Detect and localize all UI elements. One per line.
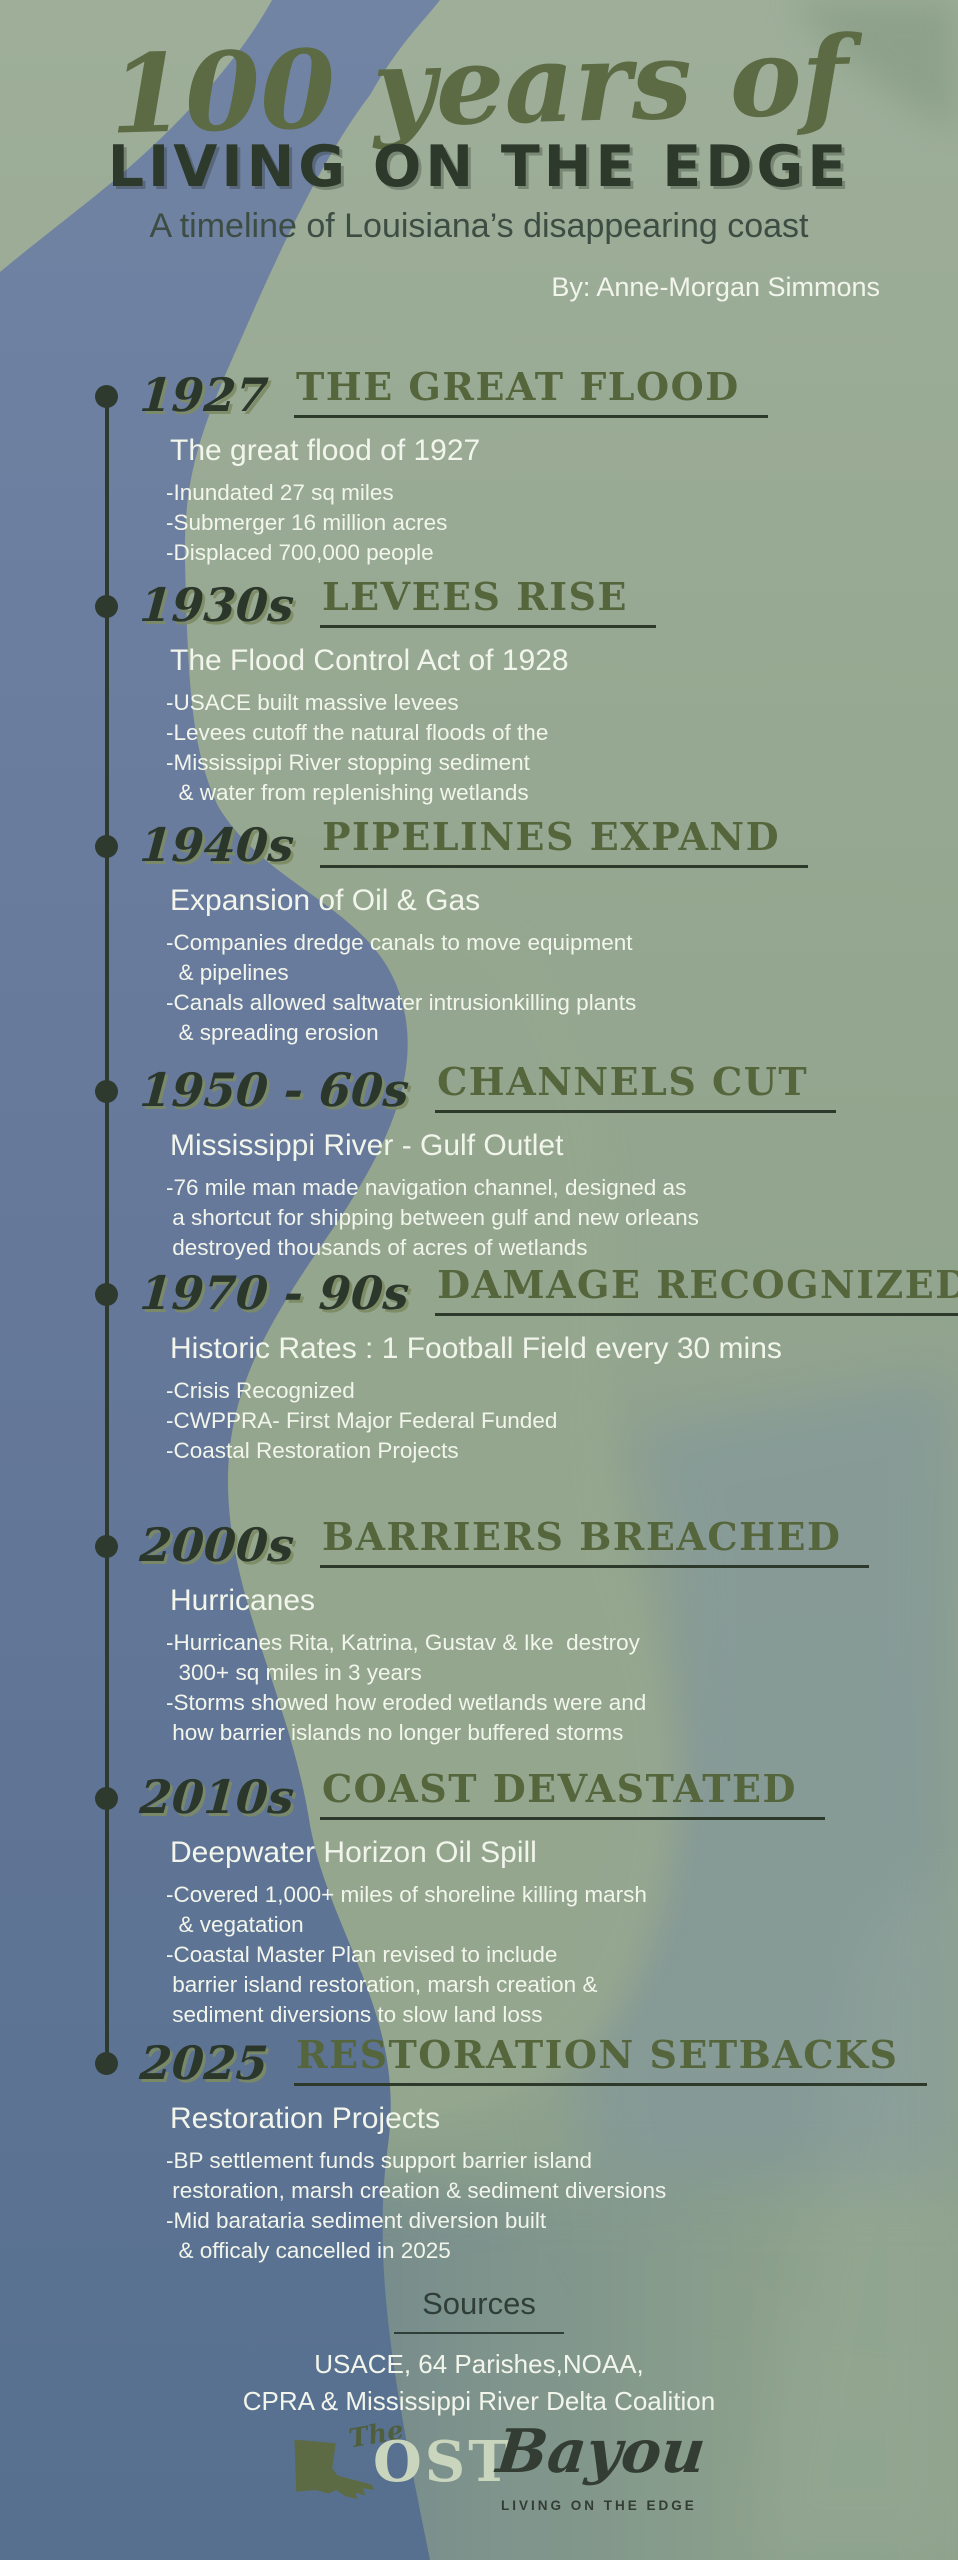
era-heading: 1940s PIPELINES EXPAND (138, 818, 930, 872)
sources-lines: USACE, 64 Parishes,NOAA, CPRA & Mississi… (242, 2349, 716, 2416)
timeline-entry-1970-90s: 1970 - 90s DAMAGE RECOGNIZED Historic Ra… (138, 1266, 958, 1466)
era-title: COAST DEVASTATED (319, 1770, 825, 1820)
timeline-dot-1950-60s (95, 1080, 118, 1103)
era-year: 1950 - 60s (138, 1063, 411, 1117)
entry-bullets: -Companies dredge canals to move equipme… (166, 930, 637, 1045)
era-heading: 1927 THE GREAT FLOOD (138, 368, 930, 422)
timeline-entry-2025: 2025 RESTORATION SETBACKS Restoration Pr… (138, 2036, 930, 2266)
era-heading: 2025 RESTORATION SETBACKS (138, 2036, 930, 2090)
entry-heading: Hurricanes (170, 1584, 316, 1617)
timeline-line (105, 396, 109, 2064)
era-heading: 2000s BARRIERS BREACHED (138, 1518, 930, 1572)
entry-bullets: -76 mile man made navigation channel, de… (166, 1175, 699, 1260)
era-title: BARRIERS BREACHED (319, 1518, 870, 1568)
entry-bullets: -USACE built massive levees -Levees cuto… (166, 690, 549, 805)
entry-heading: Deepwater Horizon Oil Spill (170, 1836, 537, 1869)
bg-light-streak (740, 1860, 958, 2560)
entry-heading: Expansion of Oil & Gas (170, 884, 481, 917)
timeline-dot-1940s (95, 835, 118, 858)
era-title: PIPELINES EXPAND (319, 818, 809, 868)
logo-ost-text: OST (373, 2429, 513, 2495)
timeline-entry-1950-60s: 1950 - 60s CHANNELS CUT Mississippi Rive… (138, 1063, 930, 1263)
entry-bullets: -BP settlement funds support barrier isl… (166, 2148, 667, 2263)
timeline-dot-1927 (95, 385, 118, 408)
era-heading: 1950 - 60s CHANNELS CUT (138, 1063, 930, 1117)
timeline-dot-1970-90s (95, 1283, 118, 1306)
era-title: LEVEES RISE (319, 578, 656, 628)
era-year: 2000s (138, 1518, 296, 1572)
logo-lost-bayou: The OST Bayou LIVING ON THE EDGE (287, 2415, 717, 2534)
title-main: LIVING ON THE EDGE (107, 134, 851, 200)
entry-heading: Historic Rates : 1 Football Field every … (170, 1332, 782, 1365)
bg-topright-shade (790, 0, 958, 132)
timeline-entry-1940s: 1940s PIPELINES EXPAND Expansion of Oil … (138, 818, 930, 1048)
entry-heading: The great flood of 1927 (170, 434, 481, 467)
entry-heading: The Flood Control Act of 1928 (170, 644, 569, 677)
era-title: RESTORATION SETBACKS (294, 2036, 927, 2086)
subtitle: A timeline of Louisiana’s disappearing c… (149, 207, 809, 245)
logo-tagline: LIVING ON THE EDGE (501, 2498, 697, 2513)
era-year: 1940s (138, 818, 296, 872)
timeline-entry-2010s: 2010s COAST DEVASTATED Deepwater Horizon… (138, 1770, 930, 2030)
timeline-entry-1927: 1927 THE GREAT FLOOD The great flood of … (138, 368, 930, 568)
era-year: 1930s (138, 578, 296, 632)
timeline-dot-2010s (95, 1787, 118, 1810)
entry-heading: Restoration Projects (170, 2102, 441, 2135)
logo-bayou-text: Bayou (493, 2417, 709, 2487)
byline: By: Anne-Morgan Simmons (551, 272, 880, 302)
era-year: 1970 - 90s (138, 1266, 411, 1320)
entry-bullets: -Hurricanes Rita, Katrina, Gustav & Ike … (166, 1630, 647, 1745)
entry-bullets: -Crisis Recognized -CWPPRA- First Major … (166, 1378, 558, 1463)
era-title: DAMAGE RECOGNIZED (435, 1266, 958, 1316)
timeline-entry-2000s: 2000s BARRIERS BREACHED Hurricanes -Hurr… (138, 1518, 930, 1748)
entry-bullets: -Inundated 27 sq miles -Submerger 16 mil… (166, 480, 448, 565)
era-title: CHANNELS CUT (435, 1063, 837, 1113)
era-title: THE GREAT FLOOD (294, 368, 768, 418)
era-year: 2010s (138, 1770, 296, 1824)
bg-river-ribbon (0, 0, 440, 2560)
timeline-dot-2025 (95, 2052, 118, 2075)
timeline-dot-1930s (95, 595, 118, 618)
era-year: 2025 (138, 2036, 270, 2090)
sources-section: Sources USACE, 64 Parishes,NOAA, CPRA & … (0, 2286, 958, 2420)
era-year: 1927 (138, 368, 270, 422)
entry-bullets: -Covered 1,000+ miles of shoreline killi… (166, 1882, 647, 2027)
louisiana-state-icon (294, 2439, 375, 2499)
timeline-dot-2000s (95, 1535, 118, 1558)
era-heading: 2010s COAST DEVASTATED (138, 1770, 930, 1824)
entry-heading: Mississippi River - Gulf Outlet (170, 1129, 564, 1162)
era-heading: 1930s LEVEES RISE (138, 578, 930, 632)
timeline-entry-1930s: 1930s LEVEES RISE The Flood Control Act … (138, 578, 930, 808)
sources-title: Sources (394, 2286, 564, 2334)
era-heading: 1970 - 90s DAMAGE RECOGNIZED (138, 1266, 958, 1320)
